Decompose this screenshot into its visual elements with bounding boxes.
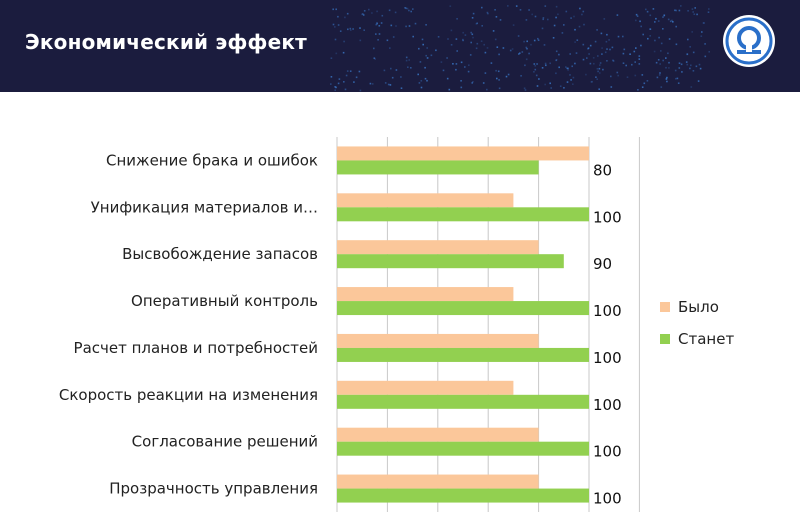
bar-after xyxy=(337,254,564,269)
bar-before xyxy=(337,193,514,208)
bar-after xyxy=(337,347,589,362)
chart-labels: Снижение брака и ошибок 80 Унификация мате… xyxy=(59,151,622,507)
bar-before xyxy=(337,474,539,489)
page-title: Экономический эффект xyxy=(25,30,307,54)
category-label: Оперативный контроль xyxy=(131,292,318,310)
bar-before xyxy=(337,287,514,302)
data-label: 100 xyxy=(593,208,622,226)
category-label: Унификация материалов и… xyxy=(91,198,318,216)
category-label: Прозрачность управления xyxy=(109,480,318,498)
data-label: 90 xyxy=(593,255,612,273)
bar-after xyxy=(337,394,589,409)
legend-after-label: Станет xyxy=(678,330,734,348)
bar-after xyxy=(337,160,539,175)
omega-logo-icon xyxy=(723,15,775,67)
bar-before xyxy=(337,427,539,442)
legend-before-label: Было xyxy=(678,298,719,316)
header-banner: Экономический эффект xyxy=(0,0,800,92)
category-label: Расчет планов и потребностей xyxy=(74,339,318,357)
data-label: 100 xyxy=(593,443,622,461)
bar-after xyxy=(337,488,589,503)
legend-after-swatch xyxy=(660,334,670,344)
category-label: Снижение брака и ошибок xyxy=(106,151,318,169)
chart-bars xyxy=(337,146,589,503)
bar-before xyxy=(337,240,539,255)
data-label: 100 xyxy=(593,490,622,508)
data-label: 100 xyxy=(593,396,622,414)
data-label: 100 xyxy=(593,302,622,320)
bar-before xyxy=(337,146,589,161)
data-label: 80 xyxy=(593,161,612,179)
category-label: Высвобождение запасов xyxy=(122,245,318,263)
chart-legend: Было Станет xyxy=(660,298,734,348)
category-label: Согласование решений xyxy=(132,433,318,451)
bar-before xyxy=(337,333,539,348)
bar-after xyxy=(337,441,589,456)
legend-before-swatch xyxy=(660,302,670,312)
category-label: Скорость реакции на изменения xyxy=(59,386,318,404)
data-label: 100 xyxy=(593,349,622,367)
bar-after xyxy=(337,301,589,316)
banner-dot-pattern xyxy=(330,5,710,92)
bar-chart: Снижение брака и ошибок 80 Унификация мате… xyxy=(59,137,734,512)
bar-before xyxy=(337,380,514,395)
bar-after xyxy=(337,207,589,222)
